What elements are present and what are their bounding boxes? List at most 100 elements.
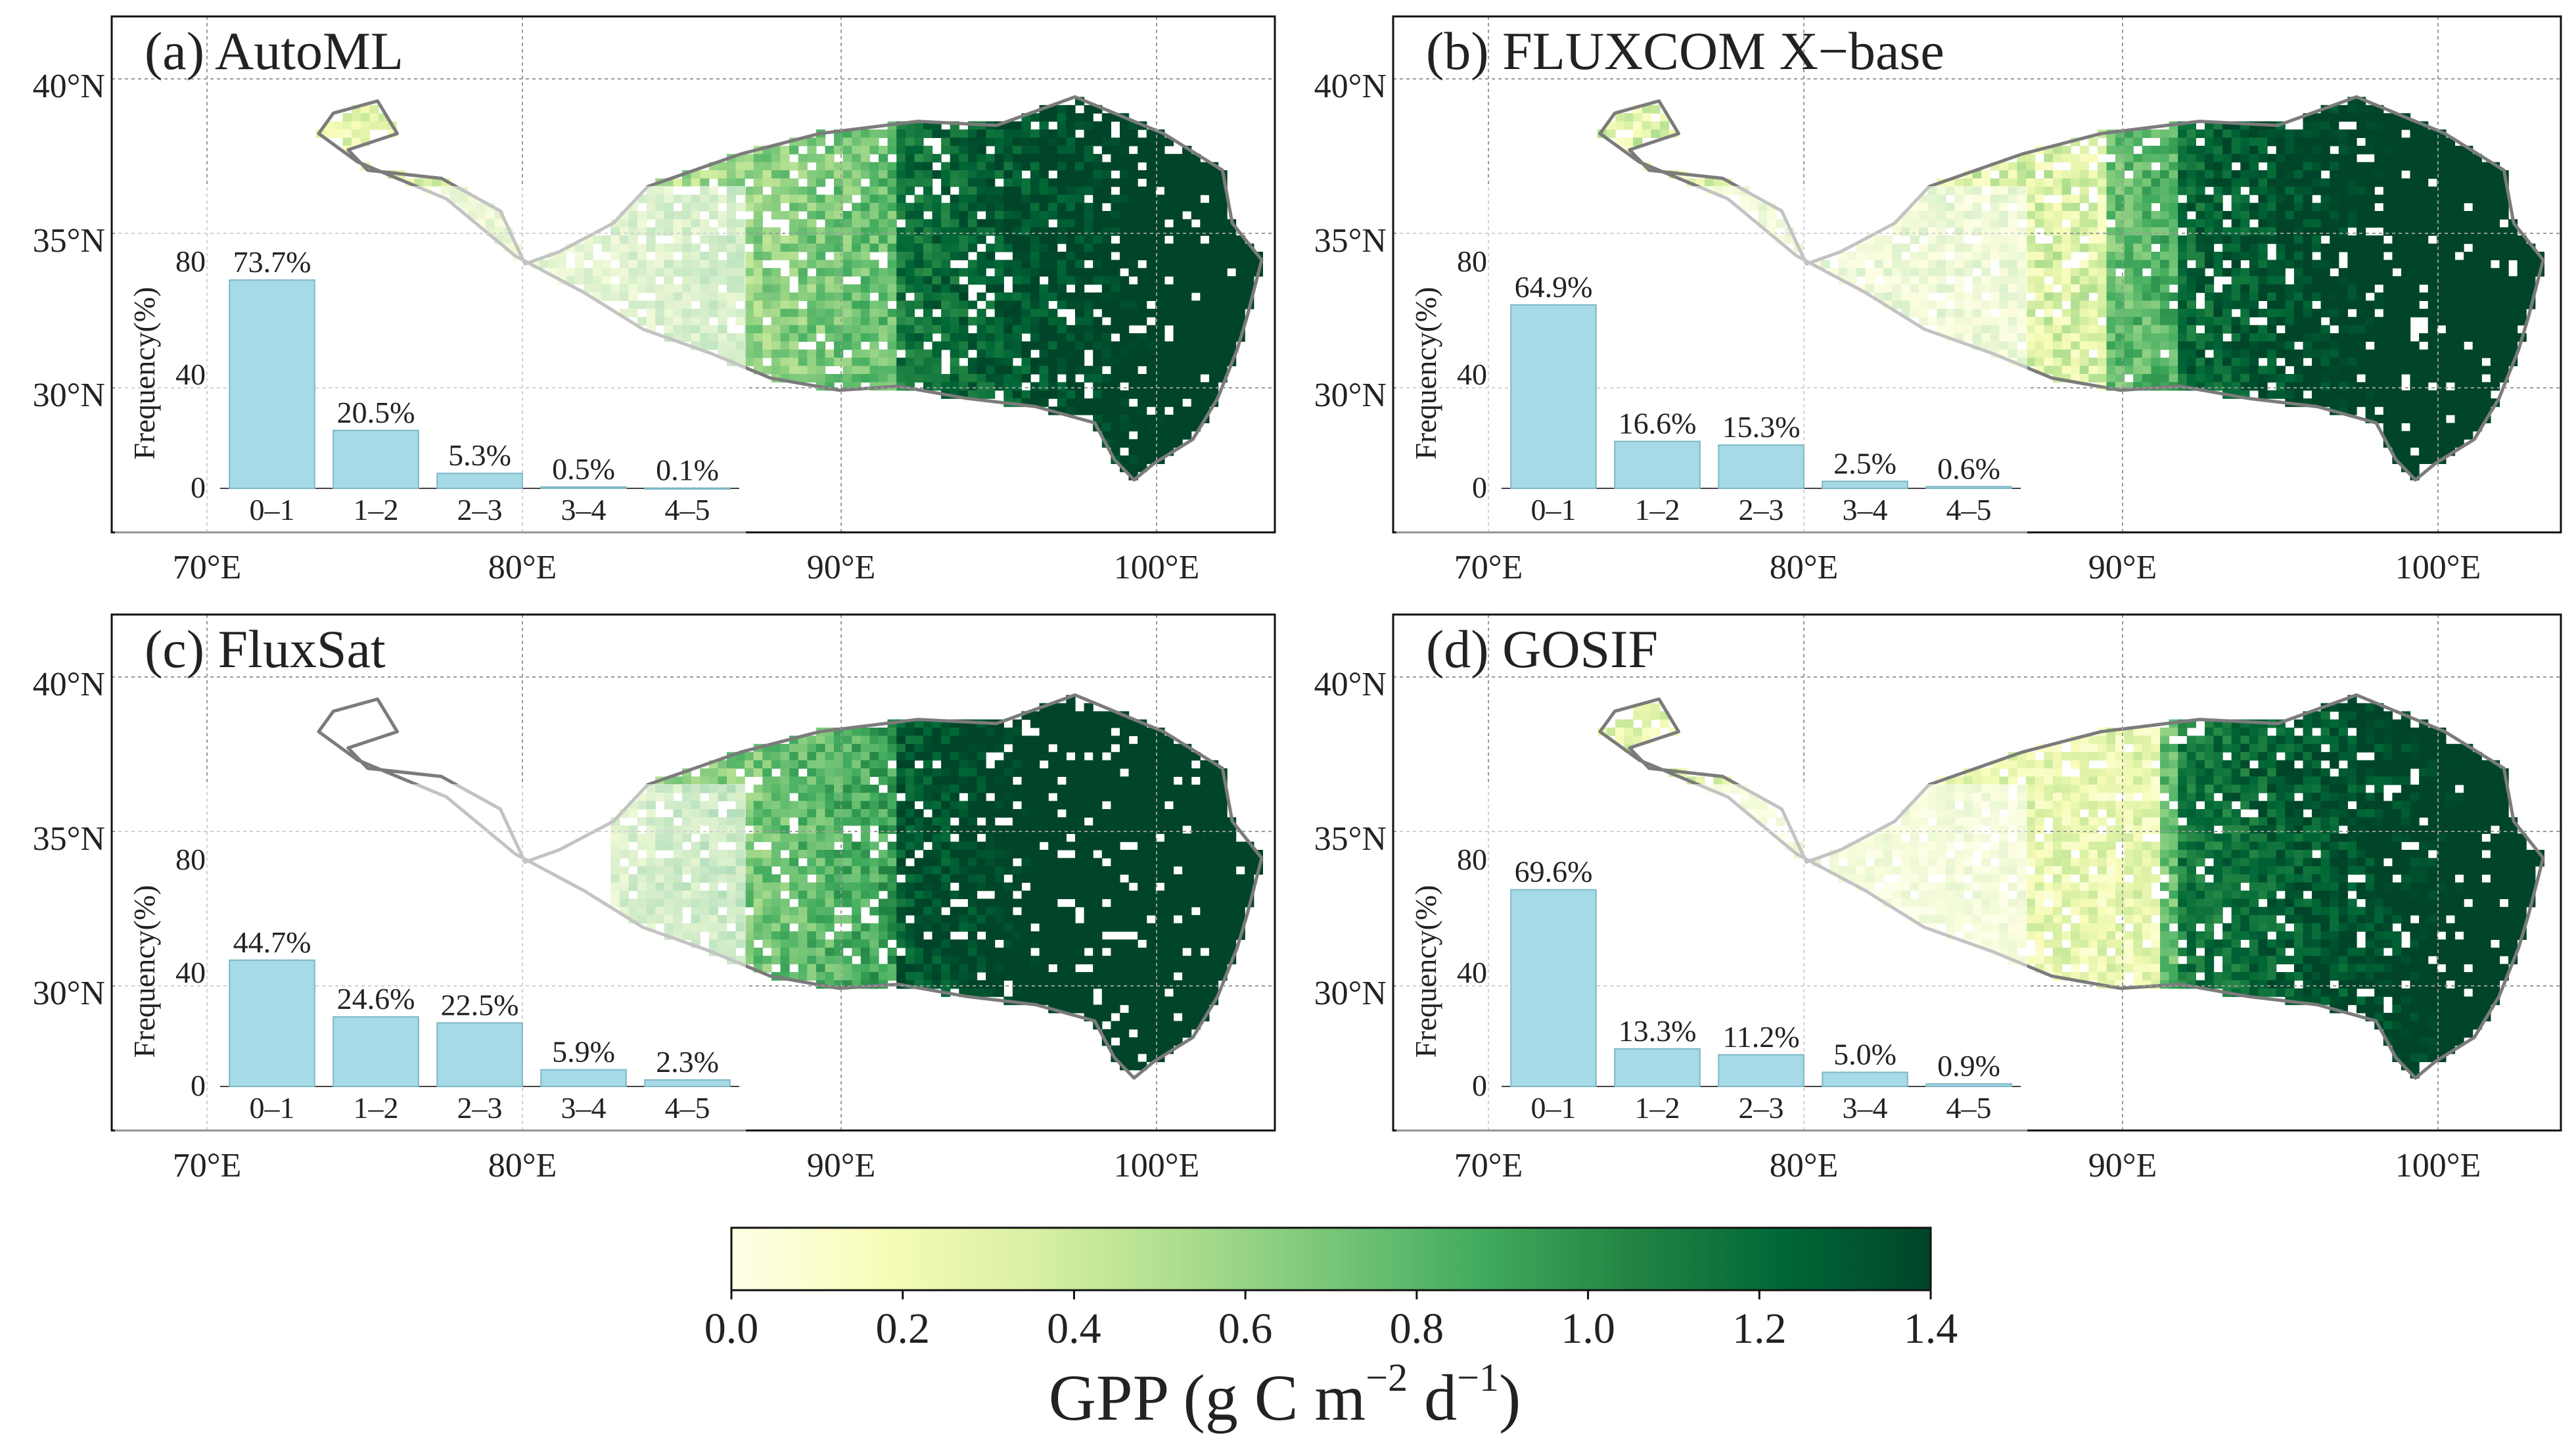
- gpp-cell: [2240, 170, 2250, 179]
- gpp-cell: [2365, 406, 2375, 415]
- gpp-cell: [1075, 760, 1085, 769]
- gpp-cell: [753, 243, 763, 252]
- gpp-cell: [941, 743, 951, 753]
- gpp-cell: [1111, 784, 1120, 793]
- frequency-bar-label: 5.3%: [448, 438, 511, 472]
- gpp-cell: [842, 137, 852, 147]
- gpp-cell: [1138, 390, 1147, 399]
- gpp-cell: [959, 252, 969, 260]
- gpp-cell: [896, 178, 906, 187]
- gpp-cell: [1039, 268, 1049, 277]
- gpp-cell: [1111, 817, 1120, 826]
- gpp-cell: [2258, 129, 2268, 138]
- gpp-cell: [2044, 243, 2054, 252]
- gpp-cell: [941, 243, 951, 252]
- gpp-cell: [2392, 195, 2402, 204]
- gpp-cell: [2052, 349, 2063, 358]
- gpp-cell: [950, 382, 959, 391]
- gpp-cell: [2044, 300, 2054, 310]
- gpp-cell: [1093, 137, 1103, 147]
- gpp-cell: [807, 227, 817, 236]
- gpp-cell: [1039, 219, 1049, 228]
- gpp-cell: [2240, 317, 2250, 326]
- gpp-cell: [1075, 137, 1085, 147]
- gpp-cell: [1075, 735, 1085, 745]
- gpp-cell: [2365, 219, 2375, 228]
- gpp-cell: [1048, 817, 1058, 826]
- gpp-cell: [2445, 195, 2456, 204]
- gpp-cell: [1146, 390, 1156, 399]
- gpp-cell: [771, 349, 781, 358]
- gpp-cell: [2205, 317, 2215, 326]
- gpp-cell: [2490, 300, 2500, 310]
- gpp-cell: [2392, 162, 2402, 171]
- gpp-cell: [2124, 227, 2134, 236]
- gpp-cell: [1066, 817, 1076, 826]
- gpp-cell: [1128, 423, 1138, 432]
- gpp-cell: [2285, 170, 2295, 179]
- gpp-cell: [1075, 406, 1085, 415]
- gpp-cell: [1200, 284, 1210, 293]
- gpp-cell: [2097, 268, 2107, 277]
- gpp-cell: [1999, 170, 2009, 179]
- gpp-cell: [950, 776, 959, 785]
- gpp-cell: [1138, 292, 1147, 301]
- gpp-cell: [789, 252, 799, 260]
- gpp-cell: [2338, 374, 2348, 383]
- gpp-cell: [753, 308, 763, 317]
- gpp-cell: [959, 219, 969, 228]
- gpp-cell: [2312, 243, 2322, 252]
- gpp-cell: [2464, 358, 2473, 367]
- gpp-cell: [2151, 349, 2161, 358]
- gpp-cell: [807, 202, 817, 212]
- gpp-cell: [1191, 398, 1201, 408]
- gpp-cell: [2427, 308, 2437, 317]
- gpp-cell: [2205, 374, 2215, 383]
- gpp-cell: [2392, 341, 2402, 350]
- gpp-cell: [1039, 768, 1049, 777]
- gpp-cell: [1200, 300, 1210, 310]
- gpp-cell: [2205, 235, 2215, 245]
- gpp-cell: [2205, 162, 2215, 171]
- gpp-cell: [1075, 121, 1085, 130]
- gpp-cell: [2231, 202, 2241, 212]
- gpp-cell: [994, 776, 1004, 785]
- gpp-cell: [2222, 284, 2232, 293]
- gpp-cell: [2330, 243, 2339, 252]
- gpp-cell: [1101, 341, 1111, 350]
- gpp-cell: [2445, 292, 2456, 301]
- gpp-cell: [2347, 317, 2357, 326]
- gpp-cell: [2365, 349, 2375, 358]
- gpp-cell: [2035, 243, 2044, 252]
- gpp-cell: [2410, 390, 2420, 399]
- gpp-cell: [950, 743, 959, 753]
- gpp-cell: [2464, 195, 2473, 204]
- gpp-cell: [2267, 284, 2277, 293]
- gpp-cell: [905, 825, 915, 834]
- gpp-cell: [2097, 252, 2107, 260]
- gpp-cell: [2044, 308, 2054, 317]
- gpp-cell: [825, 752, 835, 761]
- gpp-cell: [860, 784, 870, 793]
- gpp-cell: [1200, 365, 1210, 375]
- gpp-cell: [896, 243, 906, 252]
- gpp-cell: [896, 365, 906, 375]
- gpp-cell: [2285, 292, 2295, 301]
- gpp-cell: [2464, 325, 2473, 334]
- gpp-cell: [834, 374, 844, 383]
- gpp-cell: [879, 768, 888, 777]
- gpp-cell: [842, 308, 852, 317]
- gpp-cell: [1066, 743, 1076, 753]
- gpp-cell: [905, 260, 915, 269]
- gpp-cell: [745, 219, 754, 228]
- gpp-cell: [2374, 121, 2384, 130]
- gpp-cell: [950, 374, 959, 383]
- gpp-cell: [2383, 186, 2393, 195]
- gpp-cell: [2383, 121, 2393, 130]
- gpp-cell: [816, 195, 826, 204]
- gpp-cell: [2410, 137, 2420, 147]
- gpp-cell: [967, 235, 978, 245]
- gpp-cell: [2472, 243, 2482, 252]
- gpp-cell: [2401, 349, 2411, 358]
- gpp-cell: [1218, 243, 1228, 252]
